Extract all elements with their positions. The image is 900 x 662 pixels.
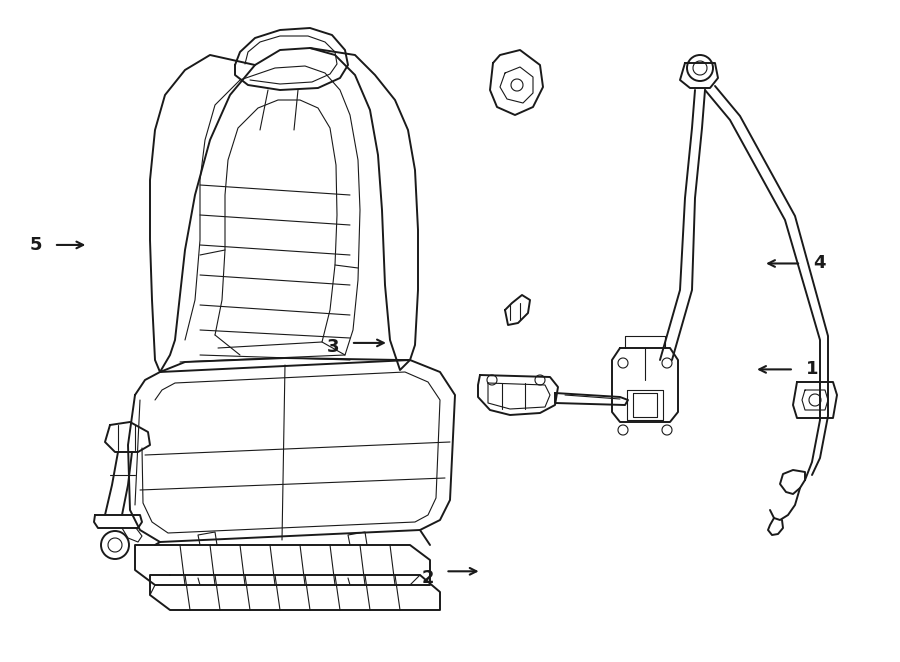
Text: 2: 2 [421,569,434,587]
Text: 3: 3 [327,338,339,356]
Text: 5: 5 [30,236,42,254]
Text: 1: 1 [806,360,818,379]
Text: 4: 4 [813,254,825,273]
